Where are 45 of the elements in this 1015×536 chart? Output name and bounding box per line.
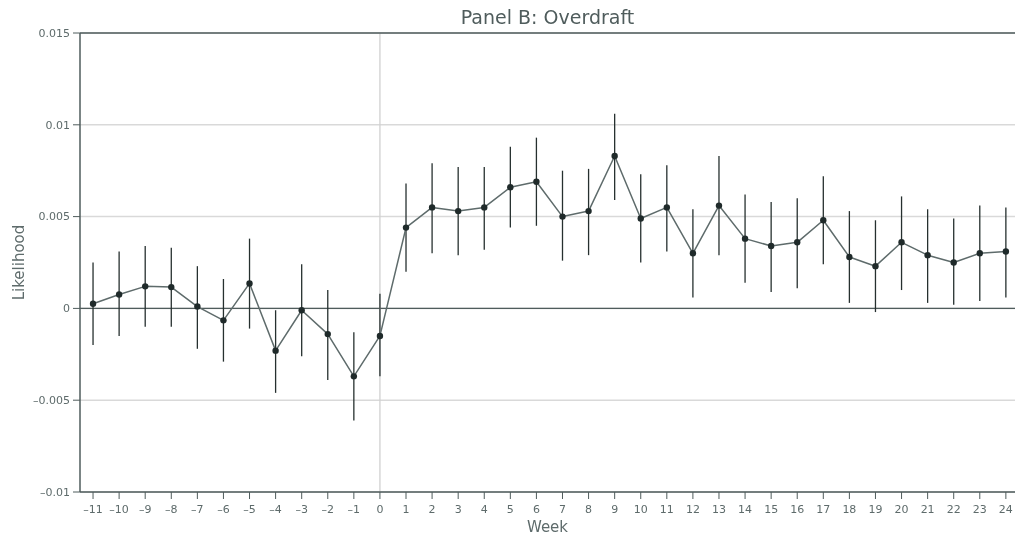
y-tick-label: –0.005 [33,394,70,408]
x-tick-label: 11 [659,503,674,516]
y-tick-label: 0.015 [38,26,70,40]
x-tick-label: –10 [109,503,129,516]
x-tick-label: 17 [816,503,831,516]
x-tick-label: 23 [972,503,987,516]
x-tick-label: –5 [243,503,256,516]
x-tick-label: 16 [790,503,805,516]
x-tick-label: 9 [611,503,619,516]
x-tick-label: 12 [685,503,700,516]
x-tick-label: 14 [738,503,753,516]
x-tick-label: 4 [480,503,488,516]
x-tick-label: 1 [402,503,410,516]
x-tick-label: 10 [633,503,648,516]
x-tick-label: 24 [998,503,1013,516]
x-tick-label: 18 [842,503,857,516]
x-tick-label: –6 [217,503,230,516]
x-tick-label: –8 [165,503,178,516]
y-tick-label: 0.005 [38,210,70,224]
x-tick-label: 13 [711,503,726,516]
x-tick-label: 5 [506,503,514,516]
x-tick-label: 8 [585,503,593,516]
x-tick-label: –9 [138,503,152,516]
x-tick-label: –2 [321,503,335,516]
x-tick-label: –4 [269,503,282,516]
x-tick-label: 22 [946,503,961,516]
x-tick-label: –3 [295,503,308,516]
x-tick-label: 21 [920,503,935,516]
x-tick-label: –1 [347,503,361,516]
x-axis-title: Week [526,518,569,536]
x-tick-label: 2 [428,503,436,516]
x-tick-label: 3 [454,503,462,516]
x-tick-label: 7 [559,503,566,516]
x-tick-label: 6 [532,503,540,516]
y-axis-title: Likelihood [10,224,28,301]
y-tick-label: 0.01 [45,118,70,132]
y-tick-label: –0.01 [40,485,70,499]
chart-title: Panel B: Overdraft [460,6,635,28]
x-tick-label: –7 [191,503,204,516]
x-tick-label: 0 [376,503,384,516]
x-tick-label: 15 [764,503,779,516]
x-tick-label: 19 [868,503,883,516]
x-tick-label: 20 [894,503,909,516]
y-tick-label: 0 [63,302,70,316]
x-tick-label: –11 [83,503,103,516]
